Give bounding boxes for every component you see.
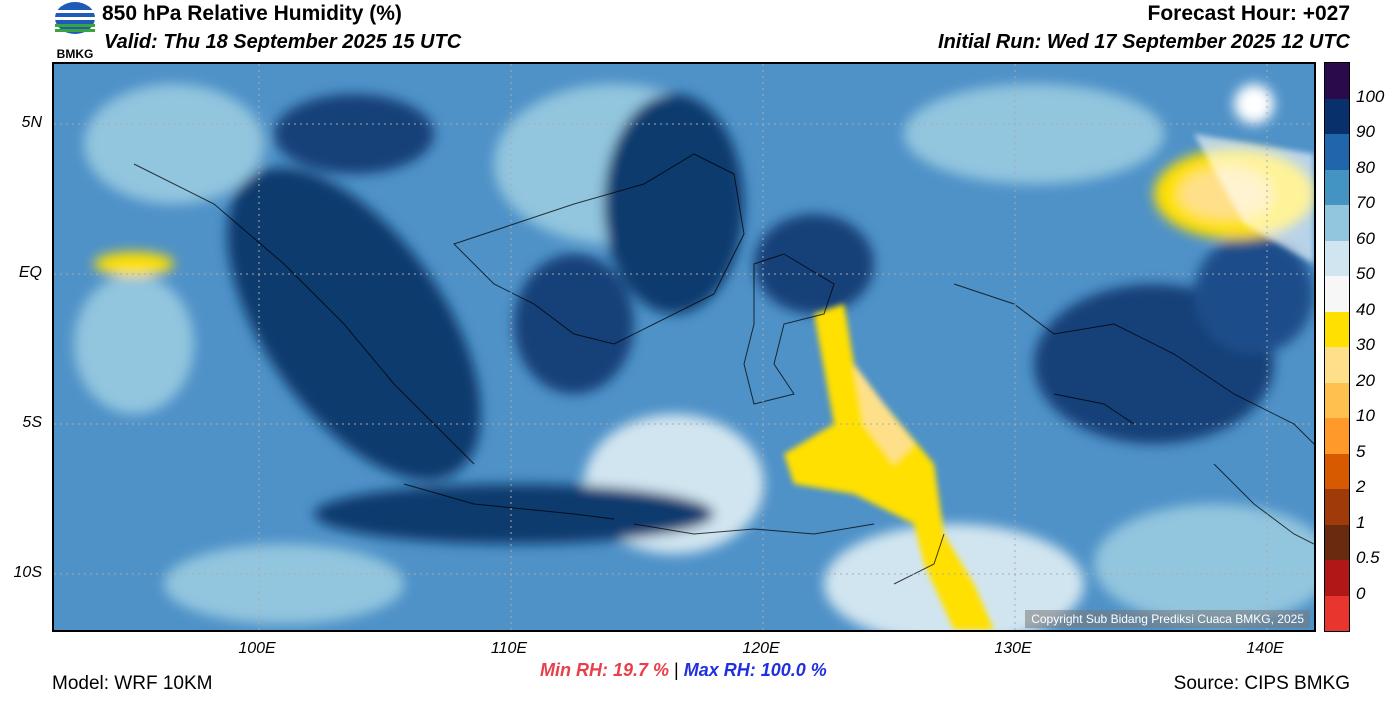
colorbar-label: 80 [1356, 157, 1375, 177]
colorbar-segment [1325, 418, 1349, 454]
humidity-field [54, 64, 1314, 630]
copyright-note: Copyright Sub Bidang Prediksi Cuaca BMKG… [1025, 610, 1310, 628]
stats-separator: | [674, 660, 679, 680]
colorbar-segment [1325, 276, 1349, 312]
colorbar [1324, 62, 1350, 632]
rh-stats: Min RH: 19.7 % | Max RH: 100.0 % [540, 660, 827, 681]
initial-run: Initial Run: Wed 17 September 2025 12 UT… [938, 31, 1350, 53]
valid-time: Valid: Thu 18 September 2025 15 UTC [104, 31, 462, 53]
lon-label-120e: 120E [742, 640, 780, 657]
colorbar-segment [1325, 98, 1349, 134]
colorbar-label: 0.5 [1356, 548, 1380, 567]
lat-label-eq: EQ [18, 264, 42, 281]
colorbar-segment [1325, 347, 1349, 383]
lon-label-130e: 130E [994, 640, 1032, 657]
bmkg-logo: BMKG [50, 0, 100, 62]
model-label: Model: WRF 10KM [52, 673, 213, 694]
colorbar-segment [1325, 489, 1349, 525]
humidity-map[interactable]: Copyright Sub Bidang Prediksi Cuaca BMKG… [52, 62, 1316, 632]
forecast-hour: Forecast Hour: +027 [1147, 2, 1351, 25]
lon-label-110e: 110E [490, 640, 528, 657]
colorbar-label: 20 [1356, 370, 1375, 390]
colorbar-label: 5 [1356, 441, 1366, 461]
colorbar-segment [1325, 205, 1349, 241]
lat-label-10s: 10S [13, 564, 42, 581]
lat-label-5s: 5S [22, 414, 42, 431]
colorbar-label: 70 [1356, 193, 1375, 212]
colorbar-label: 40 [1356, 299, 1375, 319]
colorbar-segment [1325, 63, 1349, 99]
lon-label-100e: 100E [238, 640, 276, 657]
colorbar-segment [1325, 169, 1349, 205]
colorbar-label: 60 [1356, 228, 1375, 248]
lon-label-140e: 140E [1246, 640, 1284, 657]
colorbar-segment [1325, 595, 1349, 631]
colorbar-label: 0 [1356, 583, 1366, 603]
colorbar-segment [1325, 311, 1349, 347]
svg-text:BMKG: BMKG [57, 47, 94, 61]
colorbar-label: 2 [1356, 477, 1366, 496]
colorbar-segment [1325, 560, 1349, 596]
colorbar-label: 1 [1356, 512, 1366, 532]
min-rh: Min RH: 19.7 % [540, 660, 670, 680]
lat-label-5n: 5N [21, 114, 42, 131]
colorbar-label: 30 [1356, 335, 1375, 354]
colorbar-label: 50 [1356, 264, 1375, 283]
colorbar-segment [1325, 134, 1349, 170]
colorbar-label: 90 [1356, 122, 1375, 141]
colorbar-segment [1325, 382, 1349, 418]
colorbar-label: 100 [1356, 86, 1385, 106]
source-label: Source: CIPS BMKG [1173, 673, 1350, 694]
colorbar-label: 10 [1356, 406, 1375, 425]
max-rh: Max RH: 100.0 % [683, 660, 827, 680]
colorbar-segment [1325, 240, 1349, 276]
colorbar-segment [1325, 453, 1349, 489]
map-title: 850 hPa Relative Humidity (%) [102, 2, 402, 25]
colorbar-segment [1325, 524, 1349, 560]
